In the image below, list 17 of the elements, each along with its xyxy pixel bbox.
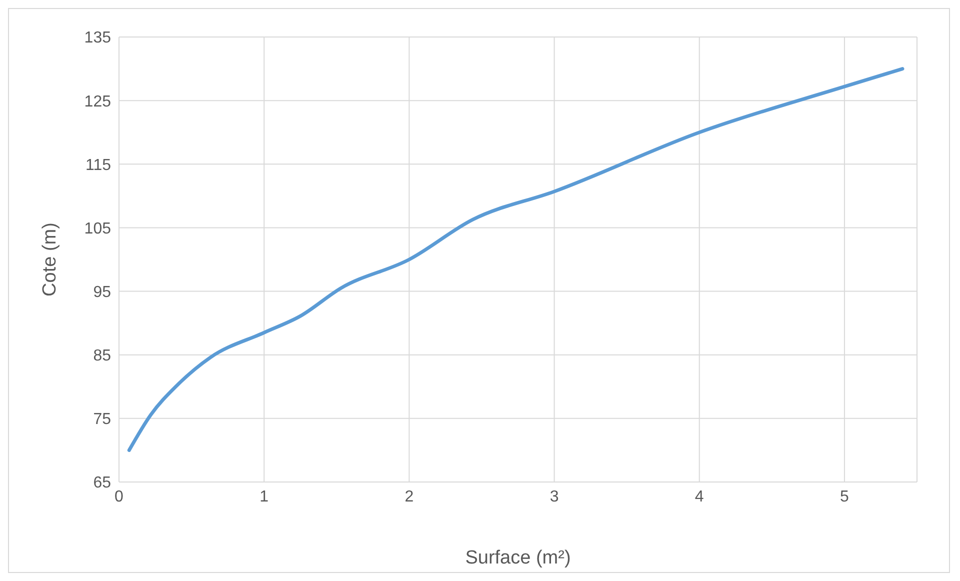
x-tick-label: 5 bbox=[840, 488, 849, 506]
x-tick-label: 0 bbox=[114, 488, 124, 506]
x-tick-label: 4 bbox=[694, 488, 704, 506]
y-tick-label: 75 bbox=[93, 411, 112, 428]
y-tick-label: 135 bbox=[84, 30, 112, 47]
line-series bbox=[127, 67, 904, 452]
y-tick-label: 95 bbox=[93, 284, 112, 301]
x-tick-label: 1 bbox=[260, 488, 269, 506]
y-tick-label: 85 bbox=[93, 348, 112, 365]
y-tick-label: 115 bbox=[85, 156, 112, 174]
y-tick-label: 125 bbox=[84, 93, 112, 110]
x-axis-title: Surface (m²) bbox=[465, 547, 571, 568]
y-tick-label: 105 bbox=[84, 220, 112, 238]
x-tick-label: 3 bbox=[550, 488, 559, 506]
x-tick-label: 2 bbox=[404, 488, 414, 506]
y-tick-label: 65 bbox=[93, 474, 112, 492]
y-axis-title: Cote (m) bbox=[40, 222, 61, 296]
